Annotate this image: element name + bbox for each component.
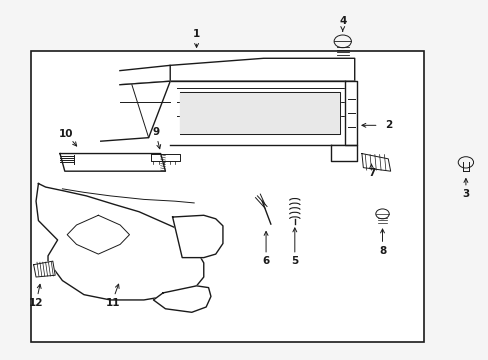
Polygon shape: [180, 92, 340, 134]
Text: 6: 6: [262, 256, 269, 266]
Polygon shape: [361, 154, 390, 171]
Polygon shape: [170, 81, 354, 145]
Text: 11: 11: [105, 298, 120, 308]
Text: 9: 9: [152, 127, 159, 138]
Text: 12: 12: [29, 298, 43, 308]
Text: 10: 10: [59, 129, 73, 139]
Polygon shape: [101, 81, 170, 141]
Polygon shape: [345, 81, 356, 145]
Polygon shape: [120, 66, 170, 85]
Text: 7: 7: [367, 168, 374, 178]
Bar: [31, 51, 423, 342]
Text: 4: 4: [338, 16, 346, 26]
Text: 3: 3: [461, 189, 468, 199]
Polygon shape: [172, 215, 223, 258]
Text: 8: 8: [378, 246, 386, 256]
Text: 1: 1: [193, 28, 200, 39]
Polygon shape: [330, 145, 356, 161]
Polygon shape: [153, 286, 210, 312]
Polygon shape: [60, 154, 165, 171]
Text: 2: 2: [384, 120, 391, 130]
Polygon shape: [170, 58, 354, 81]
Polygon shape: [36, 184, 203, 300]
Polygon shape: [34, 261, 55, 277]
Text: 5: 5: [290, 256, 298, 266]
Polygon shape: [151, 154, 180, 161]
